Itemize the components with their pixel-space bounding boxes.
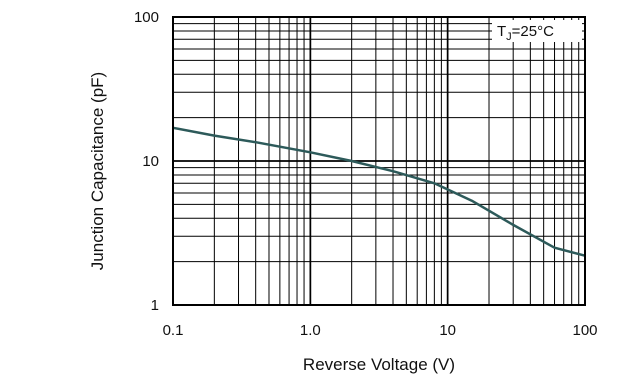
annotation-rest: =25°C — [512, 23, 554, 40]
x-tick-label: 1.0 — [300, 322, 321, 339]
y-tick-label: 1 — [151, 297, 159, 314]
y-tick-label: 100 — [134, 9, 159, 26]
annotation-sub: J — [506, 31, 512, 43]
grid — [172, 16, 586, 306]
annotation-label: TJ=25°C — [497, 23, 554, 43]
x-tick-label: 0.1 — [163, 322, 184, 339]
y-axis-title: Junction Capacitance (pF) — [88, 72, 107, 270]
temperature-annotation: TJ=25°C — [492, 20, 582, 43]
x-tick-label: 10 — [439, 322, 456, 339]
annotation-main: T — [497, 23, 506, 40]
x-tick-label: 100 — [572, 322, 597, 339]
series-layer — [172, 126, 586, 257]
capacitance-curve — [172, 126, 586, 257]
y-tick-label: 10 — [142, 153, 159, 170]
tick-labels: 0.1 1.0 10 100 1 10 100 — [134, 9, 598, 339]
annotation-box — [492, 20, 582, 42]
x-axis-title: Reverse Voltage (V) — [303, 355, 455, 374]
plot-frame — [172, 16, 586, 306]
